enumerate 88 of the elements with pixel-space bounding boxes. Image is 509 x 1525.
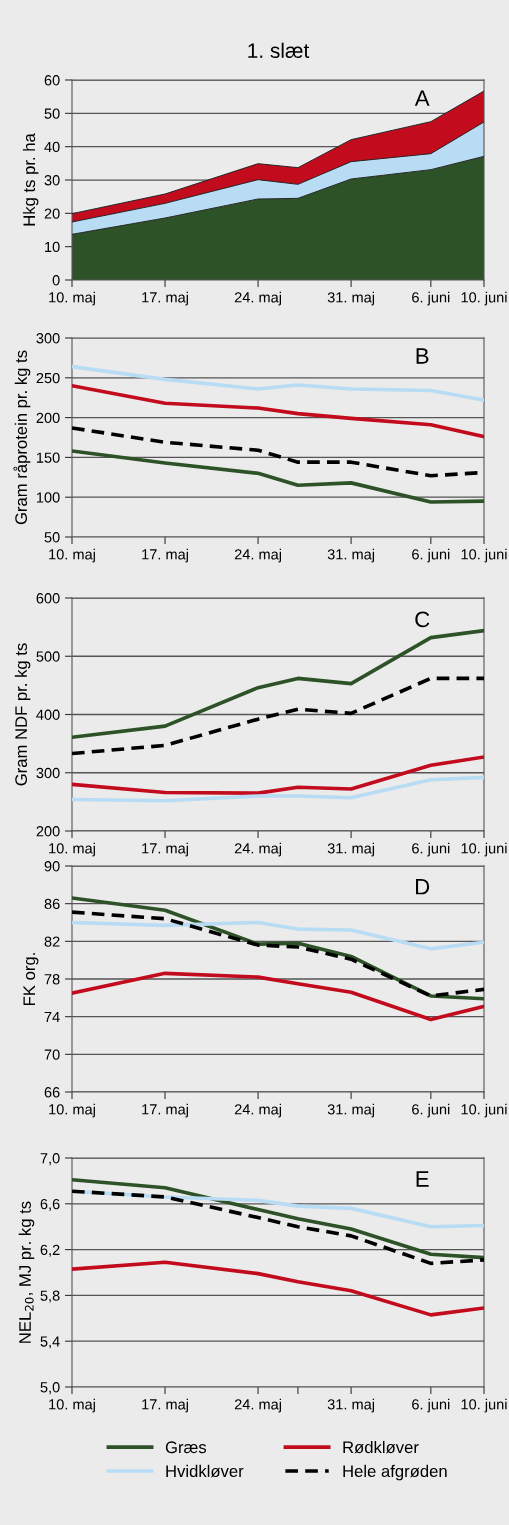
line-series xyxy=(72,971,484,1022)
x-tick-label: 31. maj xyxy=(327,1398,375,1413)
x-tick-label: 6. juni xyxy=(412,291,450,306)
x-tick-label: 24. maj xyxy=(234,842,281,857)
line-series xyxy=(72,1189,484,1266)
x-tick-label: 6. juni xyxy=(412,842,450,857)
line-series xyxy=(72,364,484,402)
y-tick-label: 0 xyxy=(52,275,60,286)
x-tick-label: 31. maj xyxy=(327,548,375,563)
x-tick-label: 10. maj xyxy=(49,291,95,306)
x-tick-label: 31. maj xyxy=(327,291,375,306)
y-tick-label: 50 xyxy=(44,108,60,119)
x-tick-label: 10. maj xyxy=(49,842,95,857)
line-series xyxy=(72,910,484,998)
y-tick-label: 100 xyxy=(36,492,60,503)
x-tick-label: 31. maj xyxy=(327,842,375,857)
y-tick-label: 600 xyxy=(36,593,60,604)
y-axis-title: Gram råprotein pr. kg ts xyxy=(13,350,31,525)
y-tick-label: 90 xyxy=(44,861,60,872)
legend-label: Rødkløver xyxy=(343,1440,419,1454)
x-tick-label: 24. maj xyxy=(234,1398,281,1413)
y-tick-label: 7,0 xyxy=(40,1153,60,1166)
y-tick-label: 300 xyxy=(36,333,60,344)
x-tick-label: 24. maj xyxy=(234,548,281,563)
y-tick-label: 150 xyxy=(36,452,60,463)
x-tick-label: 6. juni xyxy=(412,1103,450,1118)
legend-label: Hele afgrøden xyxy=(343,1464,447,1481)
legend-label: Græs xyxy=(165,1441,207,1454)
y-axis-title: FK org. xyxy=(23,953,39,1005)
y-tick-label: 5,8 xyxy=(40,1290,60,1303)
y-tick-label: 400 xyxy=(36,709,60,720)
y-tick-label: 5,0 xyxy=(40,1382,60,1395)
x-tick-label: 6. juni xyxy=(412,1398,450,1413)
y-tick-label: 200 xyxy=(36,826,60,837)
y-tick-label: 82 xyxy=(44,936,60,947)
y-tick-label: 30 xyxy=(44,175,60,186)
annotation: C xyxy=(415,611,430,628)
x-tick-label: 17. maj xyxy=(142,1103,188,1118)
y-tick-label: 250 xyxy=(36,372,60,384)
y-tick-label: 74 xyxy=(44,1011,60,1022)
annotation: B xyxy=(416,348,429,364)
x-tick-label: 6. juni xyxy=(412,548,450,563)
y-tick-label: 40 xyxy=(44,141,60,153)
y-tick-label: 50 xyxy=(44,532,60,543)
annotation: E xyxy=(416,1171,429,1187)
x-tick-label: 10. maj xyxy=(49,1398,95,1413)
line-series xyxy=(72,628,484,740)
y-tick-label: 6,2 xyxy=(40,1244,60,1257)
line-series xyxy=(72,676,484,756)
y-axis-title: Gram NDF pr. kg ts xyxy=(14,643,31,786)
y-tick-label: 5,4 xyxy=(40,1336,60,1349)
x-tick-label: 10. juni xyxy=(461,842,507,857)
y-tick-label: 66 xyxy=(44,1087,60,1098)
x-tick-label: 17. maj xyxy=(142,842,188,857)
y-tick-label: 60 xyxy=(44,75,60,86)
y-tick-label: 200 xyxy=(36,412,60,424)
legend-label: Hvidkløver xyxy=(166,1464,244,1478)
line-series xyxy=(72,920,484,951)
x-tick-label: 10. juni xyxy=(461,548,507,563)
annotation: A xyxy=(414,90,430,106)
annotation: D xyxy=(416,879,430,895)
chart-title: 1. slæt xyxy=(248,42,310,58)
x-tick-label: 24. maj xyxy=(234,291,281,306)
x-tick-label: 17. maj xyxy=(142,1398,188,1413)
y-axis-title: NEL$_{20}$, MJ pr. kg ts xyxy=(18,1201,35,1343)
x-tick-label: 10. juni xyxy=(461,291,507,306)
y-tick-label: 86 xyxy=(44,898,60,910)
y-tick-label: 70 xyxy=(44,1049,60,1060)
x-tick-label: 10. juni xyxy=(461,1398,507,1413)
y-tick-label: 78 xyxy=(44,974,60,985)
x-tick-label: 10. maj xyxy=(49,1103,95,1118)
line-series xyxy=(72,449,484,504)
y-tick-label: 300 xyxy=(36,767,60,779)
line-series xyxy=(72,383,484,439)
y-tick-label: 10 xyxy=(45,241,60,253)
x-tick-label: 10. juni xyxy=(461,1103,507,1118)
x-tick-label: 17. maj xyxy=(142,548,188,563)
x-tick-label: 24. maj xyxy=(234,1103,281,1118)
y-axis-title: Hkg ts pr. ha xyxy=(22,133,39,226)
y-tick-label: 6,6 xyxy=(40,1198,60,1211)
line-series xyxy=(72,755,484,795)
x-tick-label: 31. maj xyxy=(327,1103,375,1118)
y-tick-label: 500 xyxy=(36,651,60,662)
x-tick-label: 10. maj xyxy=(49,548,95,563)
y-tick-label: 20 xyxy=(44,208,60,219)
line-series xyxy=(72,775,484,803)
line-series xyxy=(72,1260,484,1317)
x-tick-label: 17. maj xyxy=(142,291,188,306)
